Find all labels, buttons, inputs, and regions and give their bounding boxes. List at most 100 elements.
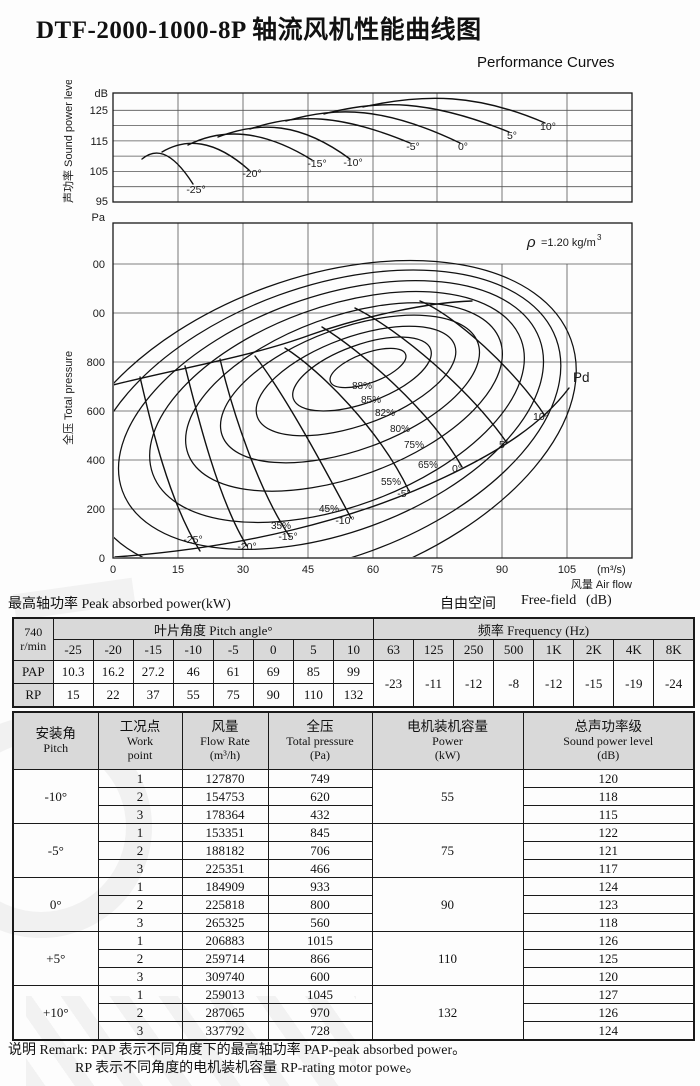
y-tick: 0 bbox=[99, 553, 105, 565]
curve-label: -5° bbox=[406, 141, 420, 153]
workpoint-cell: 1 bbox=[97, 931, 183, 950]
col-header-spl: 总声功率级 Sound power level (dB) bbox=[522, 711, 695, 770]
remark-line-1: 说明 Remark: PAP 表示不同角度下的最高轴功率 PAP-peak ab… bbox=[8, 1042, 466, 1060]
pitch-angle-header: 叶片角度 Pitch angle° bbox=[52, 617, 375, 640]
workpoint-cell: 2 bbox=[97, 1003, 183, 1022]
flow-cell: 259714 bbox=[181, 949, 269, 968]
spl-cell: 124 bbox=[522, 1021, 695, 1041]
header-cn: 电机装机容量 bbox=[407, 719, 488, 735]
curve-label: 10° bbox=[540, 121, 556, 133]
workpoint-cell: 1 bbox=[97, 769, 183, 788]
efficiency-label: 55% bbox=[381, 477, 401, 488]
efficiency-label: 35% bbox=[271, 521, 291, 532]
freq-correction-value: -12 bbox=[533, 660, 575, 708]
table-row: -5° 1 153351 845 75 122 bbox=[12, 823, 695, 878]
efficiency-contour-88 bbox=[329, 347, 407, 389]
efficiency-label: 85% bbox=[361, 395, 381, 406]
efficiency-contour-45 bbox=[114, 269, 562, 557]
table-row: +10° 1 259013 1045 132 127 bbox=[12, 985, 695, 1041]
curve-label: -15° bbox=[307, 158, 326, 170]
table-row: 3 225351 466 117 bbox=[13, 859, 695, 878]
rp-value: 90 bbox=[252, 683, 294, 708]
y-tick: 800 bbox=[87, 357, 105, 369]
freq-correction-value: -11 bbox=[413, 660, 455, 708]
noise-curve--10 bbox=[217, 126, 351, 160]
table-row: -25 -20 -15 -10 -5 0 5 10 63 125 250 500… bbox=[13, 639, 695, 661]
curve-label: 0° bbox=[458, 141, 468, 153]
table-row: 2 259714 866 125 bbox=[13, 949, 695, 968]
rho-symbol: ρ bbox=[526, 234, 536, 251]
free-field-caption-en: Free-field bbox=[521, 593, 577, 608]
rp-value: 22 bbox=[92, 683, 134, 708]
y-tick: 125 bbox=[90, 105, 108, 117]
x-tick: 60 bbox=[367, 564, 379, 576]
header-en: Total pressure bbox=[286, 733, 354, 748]
power-cell: 75 bbox=[371, 823, 524, 878]
flow-cell: 184909 bbox=[181, 877, 269, 896]
header-unit: (m³/h) bbox=[209, 747, 241, 762]
angle-cell: -10 bbox=[172, 639, 214, 661]
pitch-cell: -10° bbox=[12, 769, 99, 824]
workpoint-cell: 2 bbox=[97, 949, 183, 968]
efficiency-contour-75 bbox=[185, 302, 503, 492]
spl-cell: 127 bbox=[522, 985, 695, 1004]
y-axis-unit: dB bbox=[95, 88, 108, 100]
angle-cell: 0 bbox=[252, 639, 294, 661]
pressure-cell: 866 bbox=[267, 949, 373, 968]
workpoint-cell: 3 bbox=[97, 967, 183, 986]
x-tick: 75 bbox=[431, 564, 443, 576]
frequency-cell: 1K bbox=[533, 639, 575, 661]
spl-cell: 115 bbox=[522, 805, 695, 824]
flow-cell: 225351 bbox=[181, 859, 269, 878]
workpoint-cell: 3 bbox=[97, 1021, 183, 1041]
workpoint-cell: 2 bbox=[97, 895, 183, 914]
flow-cell: 206883 bbox=[181, 931, 269, 950]
freq-correction-value: -19 bbox=[613, 660, 655, 708]
angle-cell: 5 bbox=[292, 639, 334, 661]
air-density-value: =1.20 kg/m bbox=[541, 237, 596, 249]
efficiency-label: 75% bbox=[404, 440, 424, 451]
flow-cell: 225818 bbox=[181, 895, 269, 914]
table-row: 2 287065 970 126 bbox=[13, 1003, 695, 1022]
peak-power-caption: 最高轴功率 Peak absorbed power(kW) bbox=[8, 597, 231, 612]
frequency-cell: 8K bbox=[653, 639, 695, 661]
y-tick: 105 bbox=[90, 166, 108, 178]
pitch-cell: +10° bbox=[12, 985, 99, 1041]
work-points-table: 安装角 Pitch 工况点 Work point 风量 Flow Rate (m³/h) … bbox=[12, 711, 695, 1041]
flow-cell: 265325 bbox=[181, 913, 269, 932]
angle-cell: -20 bbox=[92, 639, 134, 661]
pitch-label: -15° bbox=[278, 531, 297, 543]
remark-text-1: PAP 表示不同角度下的最高轴功率 PAP-peak absorbed powe… bbox=[91, 1043, 467, 1058]
header-cn: 安装角 bbox=[35, 726, 77, 742]
noise-chart: dB 125 115 105 95 声功率 Sound power level … bbox=[61, 80, 633, 208]
spl-cell: 124 bbox=[522, 877, 695, 896]
pap-label-cell: PAP bbox=[12, 660, 54, 684]
pressure-cell: 1045 bbox=[267, 985, 373, 1004]
noise-frame bbox=[112, 92, 633, 203]
header-en: Power bbox=[432, 733, 463, 748]
x-tick: 45 bbox=[302, 564, 314, 576]
pressure-cell: 620 bbox=[267, 787, 373, 806]
pap-value: 46 bbox=[172, 660, 214, 684]
efficiency-label: 65% bbox=[418, 460, 438, 471]
table-row: 3 337792 728 124 bbox=[13, 1021, 695, 1041]
spl-cell: 120 bbox=[522, 967, 695, 986]
freq-correction-value: -23 bbox=[372, 660, 415, 708]
table-row: 2 188182 706 121 bbox=[13, 841, 695, 860]
table-row: 0° 1 184909 933 90 124 bbox=[12, 877, 695, 932]
pressure-cell: 432 bbox=[267, 805, 373, 824]
y-tick: 00 bbox=[93, 259, 105, 271]
rp-value: 132 bbox=[332, 683, 375, 708]
flow-cell: 178364 bbox=[181, 805, 269, 824]
rp-label-cell: RP bbox=[12, 683, 54, 708]
efficiency-label: 45% bbox=[319, 504, 339, 515]
pressure-curve--15 bbox=[219, 358, 291, 538]
y-tick: 200 bbox=[87, 504, 105, 516]
pressure-cell: 1015 bbox=[267, 931, 373, 950]
pressure-chart: Pa 00 00 800 600 400 200 0 全压 Total pres… bbox=[61, 212, 633, 591]
workpoint-cell: 1 bbox=[97, 823, 183, 842]
x-tick: 15 bbox=[172, 564, 184, 576]
pressure-cell: 845 bbox=[267, 823, 373, 842]
noise-curve--15 bbox=[187, 133, 313, 161]
